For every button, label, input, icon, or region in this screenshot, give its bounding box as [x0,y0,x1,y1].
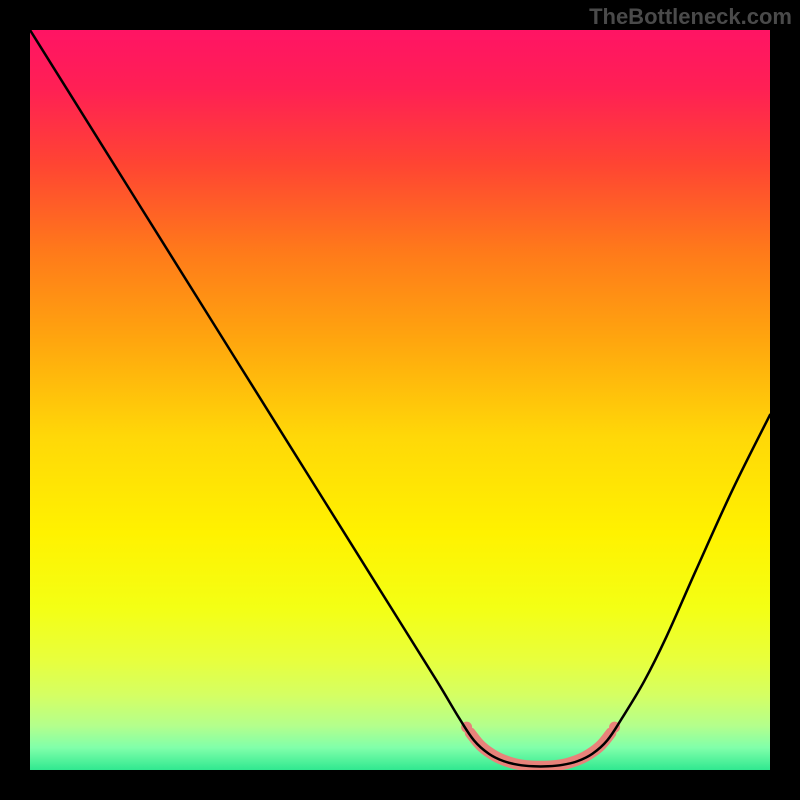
bottleneck-curve [30,30,770,766]
chart-curve-layer [30,30,770,770]
highlight-curve [470,733,611,766]
bottleneck-chart [30,30,770,770]
highlight-end-dots [461,722,620,733]
watermark-text: TheBottleneck.com [589,4,792,30]
